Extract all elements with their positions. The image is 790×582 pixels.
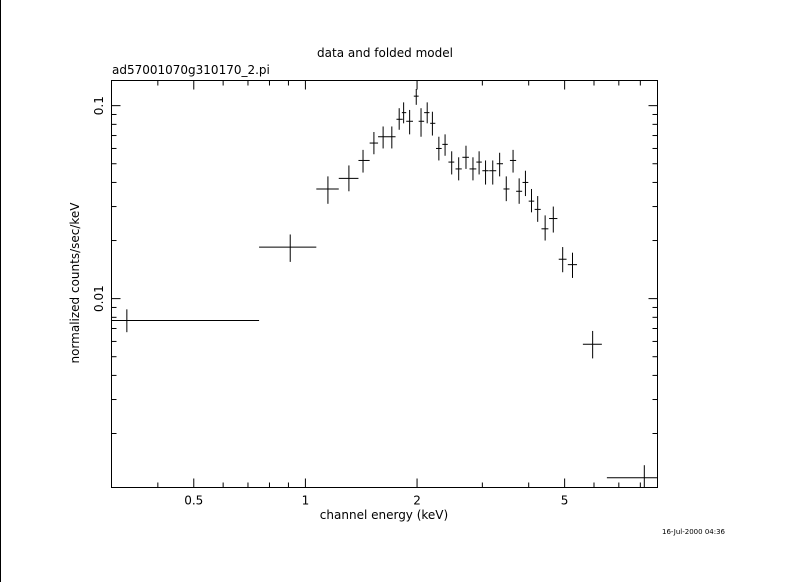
data-point bbox=[448, 151, 455, 175]
data-point bbox=[496, 152, 503, 177]
x-tick-label: 0.5 bbox=[184, 494, 203, 508]
x-axis-tick-labels: 0.5 1 2 5 bbox=[184, 494, 568, 508]
y-axis-tick-labels: 0.01 0.1 bbox=[92, 96, 106, 312]
data-point bbox=[259, 234, 317, 262]
data-point bbox=[369, 132, 379, 155]
window-left-edge bbox=[0, 0, 1, 582]
x-axis-ticks bbox=[111, 80, 641, 488]
data-point bbox=[406, 109, 413, 135]
data-point bbox=[413, 88, 419, 105]
plot-frame bbox=[111, 80, 658, 488]
data-point bbox=[396, 108, 403, 130]
y-tick-label: 0.1 bbox=[92, 96, 106, 115]
y-axis-ticks bbox=[111, 105, 658, 434]
data-point bbox=[489, 160, 497, 185]
data-point bbox=[358, 149, 370, 173]
data-point bbox=[401, 102, 407, 124]
data-point bbox=[378, 126, 389, 149]
x-tick-label: 1 bbox=[302, 494, 310, 508]
data-point bbox=[516, 178, 523, 204]
chart-title: data and folded model bbox=[317, 46, 453, 60]
data-point bbox=[469, 157, 477, 181]
y-tick-label: 0.01 bbox=[92, 285, 106, 312]
data-point bbox=[503, 176, 510, 202]
data-point bbox=[430, 111, 436, 136]
data-point bbox=[541, 215, 549, 241]
plot-timestamp: 16-Jul-2000 04:36 bbox=[662, 528, 726, 536]
data-point bbox=[534, 196, 541, 222]
y-axis-label: normalized counts/sec/keV bbox=[68, 202, 82, 364]
data-point bbox=[567, 252, 578, 278]
data-point bbox=[476, 151, 482, 175]
x-tick-label: 5 bbox=[561, 494, 569, 508]
data-point bbox=[528, 188, 535, 213]
data-point bbox=[424, 102, 430, 124]
data-point bbox=[558, 247, 567, 273]
data-points bbox=[111, 88, 658, 488]
data-point bbox=[418, 108, 425, 137]
data-point bbox=[462, 145, 469, 169]
data-point bbox=[388, 126, 396, 149]
data-point bbox=[436, 136, 442, 161]
data-point bbox=[338, 165, 359, 192]
data-point bbox=[316, 176, 339, 204]
x-tick-label: 2 bbox=[413, 494, 421, 508]
data-point bbox=[111, 309, 260, 333]
data-point bbox=[606, 465, 658, 488]
x-axis-label: channel energy (keV) bbox=[320, 508, 448, 522]
data-point bbox=[549, 206, 558, 233]
data-point bbox=[582, 330, 602, 359]
data-point bbox=[442, 134, 448, 156]
data-point bbox=[455, 157, 462, 181]
chart-subtitle: ad57001070g310170_2.pi bbox=[112, 63, 270, 77]
data-point bbox=[522, 170, 529, 197]
data-point bbox=[482, 160, 489, 185]
data-point bbox=[509, 149, 517, 173]
